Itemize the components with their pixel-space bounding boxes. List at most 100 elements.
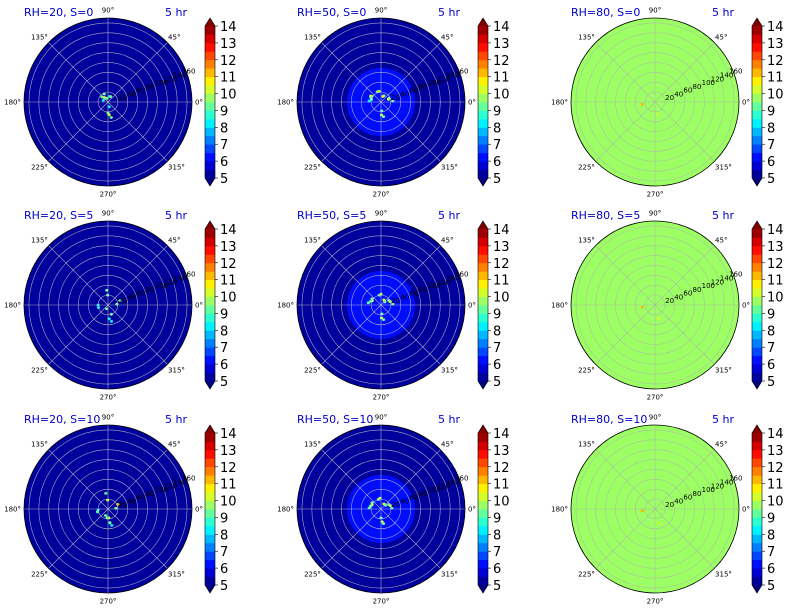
radial-tick-label: 120	[711, 75, 724, 83]
colorbar-tick-label: 12	[493, 461, 510, 476]
colorbar-tick-label: 9	[493, 511, 501, 526]
colorbar-tick-label: 6	[493, 358, 501, 373]
colorbar-tick-label: 5	[767, 579, 775, 594]
colorbar-tick-label: 6	[767, 358, 775, 373]
angle-tick-label: 135°	[578, 33, 595, 41]
colorbar-tick-label: 5	[767, 172, 775, 187]
colorbar-segment	[478, 76, 488, 86]
angular-gridline	[595, 101, 656, 162]
panel-title: RH=20, S=0	[24, 6, 93, 19]
colorbar-segment	[478, 288, 488, 297]
angle-tick-label: 225°	[578, 164, 595, 172]
colorbar-segment	[478, 509, 488, 518]
colorbar-segment	[752, 517, 762, 527]
colorbar-segment	[478, 237, 488, 247]
radial-tick-label: 40	[674, 90, 683, 98]
radial-tick-label: 60	[683, 290, 692, 298]
radial-tick-label: 80	[419, 490, 428, 498]
radial-tick-label: 140	[173, 479, 186, 487]
colorbar-segment	[205, 34, 215, 44]
colorbar-segment	[752, 110, 762, 120]
panel-time-label: 5 hr	[712, 209, 734, 222]
radial-tick-label: 40	[127, 293, 136, 301]
angle-tick-label: 180°	[277, 506, 294, 514]
colorbar-tick-label: 5	[493, 172, 501, 187]
colorbar-extend-max	[752, 221, 762, 229]
radial-tick-label: 100	[428, 486, 441, 494]
panel-time-label: 5 hr	[438, 6, 460, 19]
colorbar-segment	[752, 364, 762, 373]
panel-title: RH=80, S=0	[571, 6, 640, 19]
colorbar-segment	[205, 321, 215, 331]
angle-tick-label: 180°	[551, 99, 568, 107]
angle-tick-label: 135°	[31, 236, 48, 244]
polar-frame	[570, 220, 740, 390]
colorbar-extend-max	[752, 18, 762, 26]
colorbar-segment	[752, 288, 762, 297]
colorbar-tick-label: 14	[767, 223, 784, 238]
angle-tick-label: 225°	[304, 367, 321, 375]
data-spot	[366, 301, 370, 305]
data-spot	[640, 305, 644, 309]
angle-tick-label: 225°	[31, 367, 48, 375]
colorbar-segment	[478, 152, 488, 162]
colorbar-tick-label: 11	[767, 71, 784, 86]
colorbar-tick-label: 6	[220, 562, 228, 577]
colorbar-segment	[205, 245, 215, 255]
angular-gridline	[48, 101, 109, 162]
colorbar-segment	[205, 152, 215, 162]
panel-time-label: 5 hr	[165, 413, 187, 426]
colorbar-tick-label: 10	[767, 88, 784, 103]
angle-tick-label: 90°	[649, 414, 661, 422]
angular-gridline	[107, 304, 168, 365]
panel-time-label: 5 hr	[712, 413, 734, 426]
colorbar-tick-label: 8	[220, 324, 228, 339]
colorbar-segment	[205, 144, 215, 154]
angular-gridline	[380, 245, 441, 306]
colorbar-tick-label: 13	[493, 240, 510, 255]
colorbar-segment	[205, 338, 215, 348]
colorbar-tick-label: 12	[767, 257, 784, 272]
colorbar-extend-max	[478, 221, 488, 229]
colorbar-segment	[205, 85, 215, 94]
angular-gridline	[107, 101, 168, 162]
angle-tick-label: 45°	[715, 33, 727, 41]
radial-tick-label: 160	[455, 68, 468, 76]
colorbar-segment	[478, 85, 488, 94]
radial-tick-label: 100	[702, 486, 715, 494]
angular-gridline	[48, 245, 109, 306]
colorbar-tick-label: 8	[220, 121, 228, 136]
angular-gridline	[321, 449, 382, 510]
colorbar-extend-max	[205, 221, 215, 229]
angular-gridline	[595, 449, 656, 510]
colorbar-segment	[752, 85, 762, 94]
angle-tick-label: 315°	[168, 367, 185, 375]
colorbar-extend-max	[752, 425, 762, 433]
radial-tick-label: 20	[391, 297, 400, 305]
colorbar-tick-label: 6	[220, 358, 228, 373]
colorbar-tick-label: 12	[493, 54, 510, 69]
angle-tick-label: 180°	[277, 99, 294, 107]
data-spot	[391, 99, 395, 103]
colorbar-tick-label: 7	[493, 138, 501, 153]
colorbar-extend-min	[752, 381, 762, 389]
colorbar-segment	[478, 102, 488, 111]
angular-gridline	[321, 245, 382, 306]
panel-time-label: 5 hr	[165, 209, 187, 222]
colorbar-segment	[478, 551, 488, 561]
colorbar-tick-label: 13	[220, 444, 237, 459]
angular-gridline	[48, 449, 109, 510]
colorbar-segment	[478, 254, 488, 264]
colorbar-segment	[205, 68, 215, 78]
data-spot	[104, 491, 108, 495]
colorbar-segment	[478, 559, 488, 569]
colorbar-segment	[205, 347, 215, 357]
angle-tick-label: 315°	[715, 571, 732, 579]
colorbar-tick-label: 12	[220, 461, 237, 476]
colorbar-extend-min	[752, 585, 762, 593]
radial-tick-label: 160	[182, 68, 195, 76]
angle-tick-label: 45°	[715, 440, 727, 448]
colorbar-tick-label: 14	[493, 427, 510, 442]
